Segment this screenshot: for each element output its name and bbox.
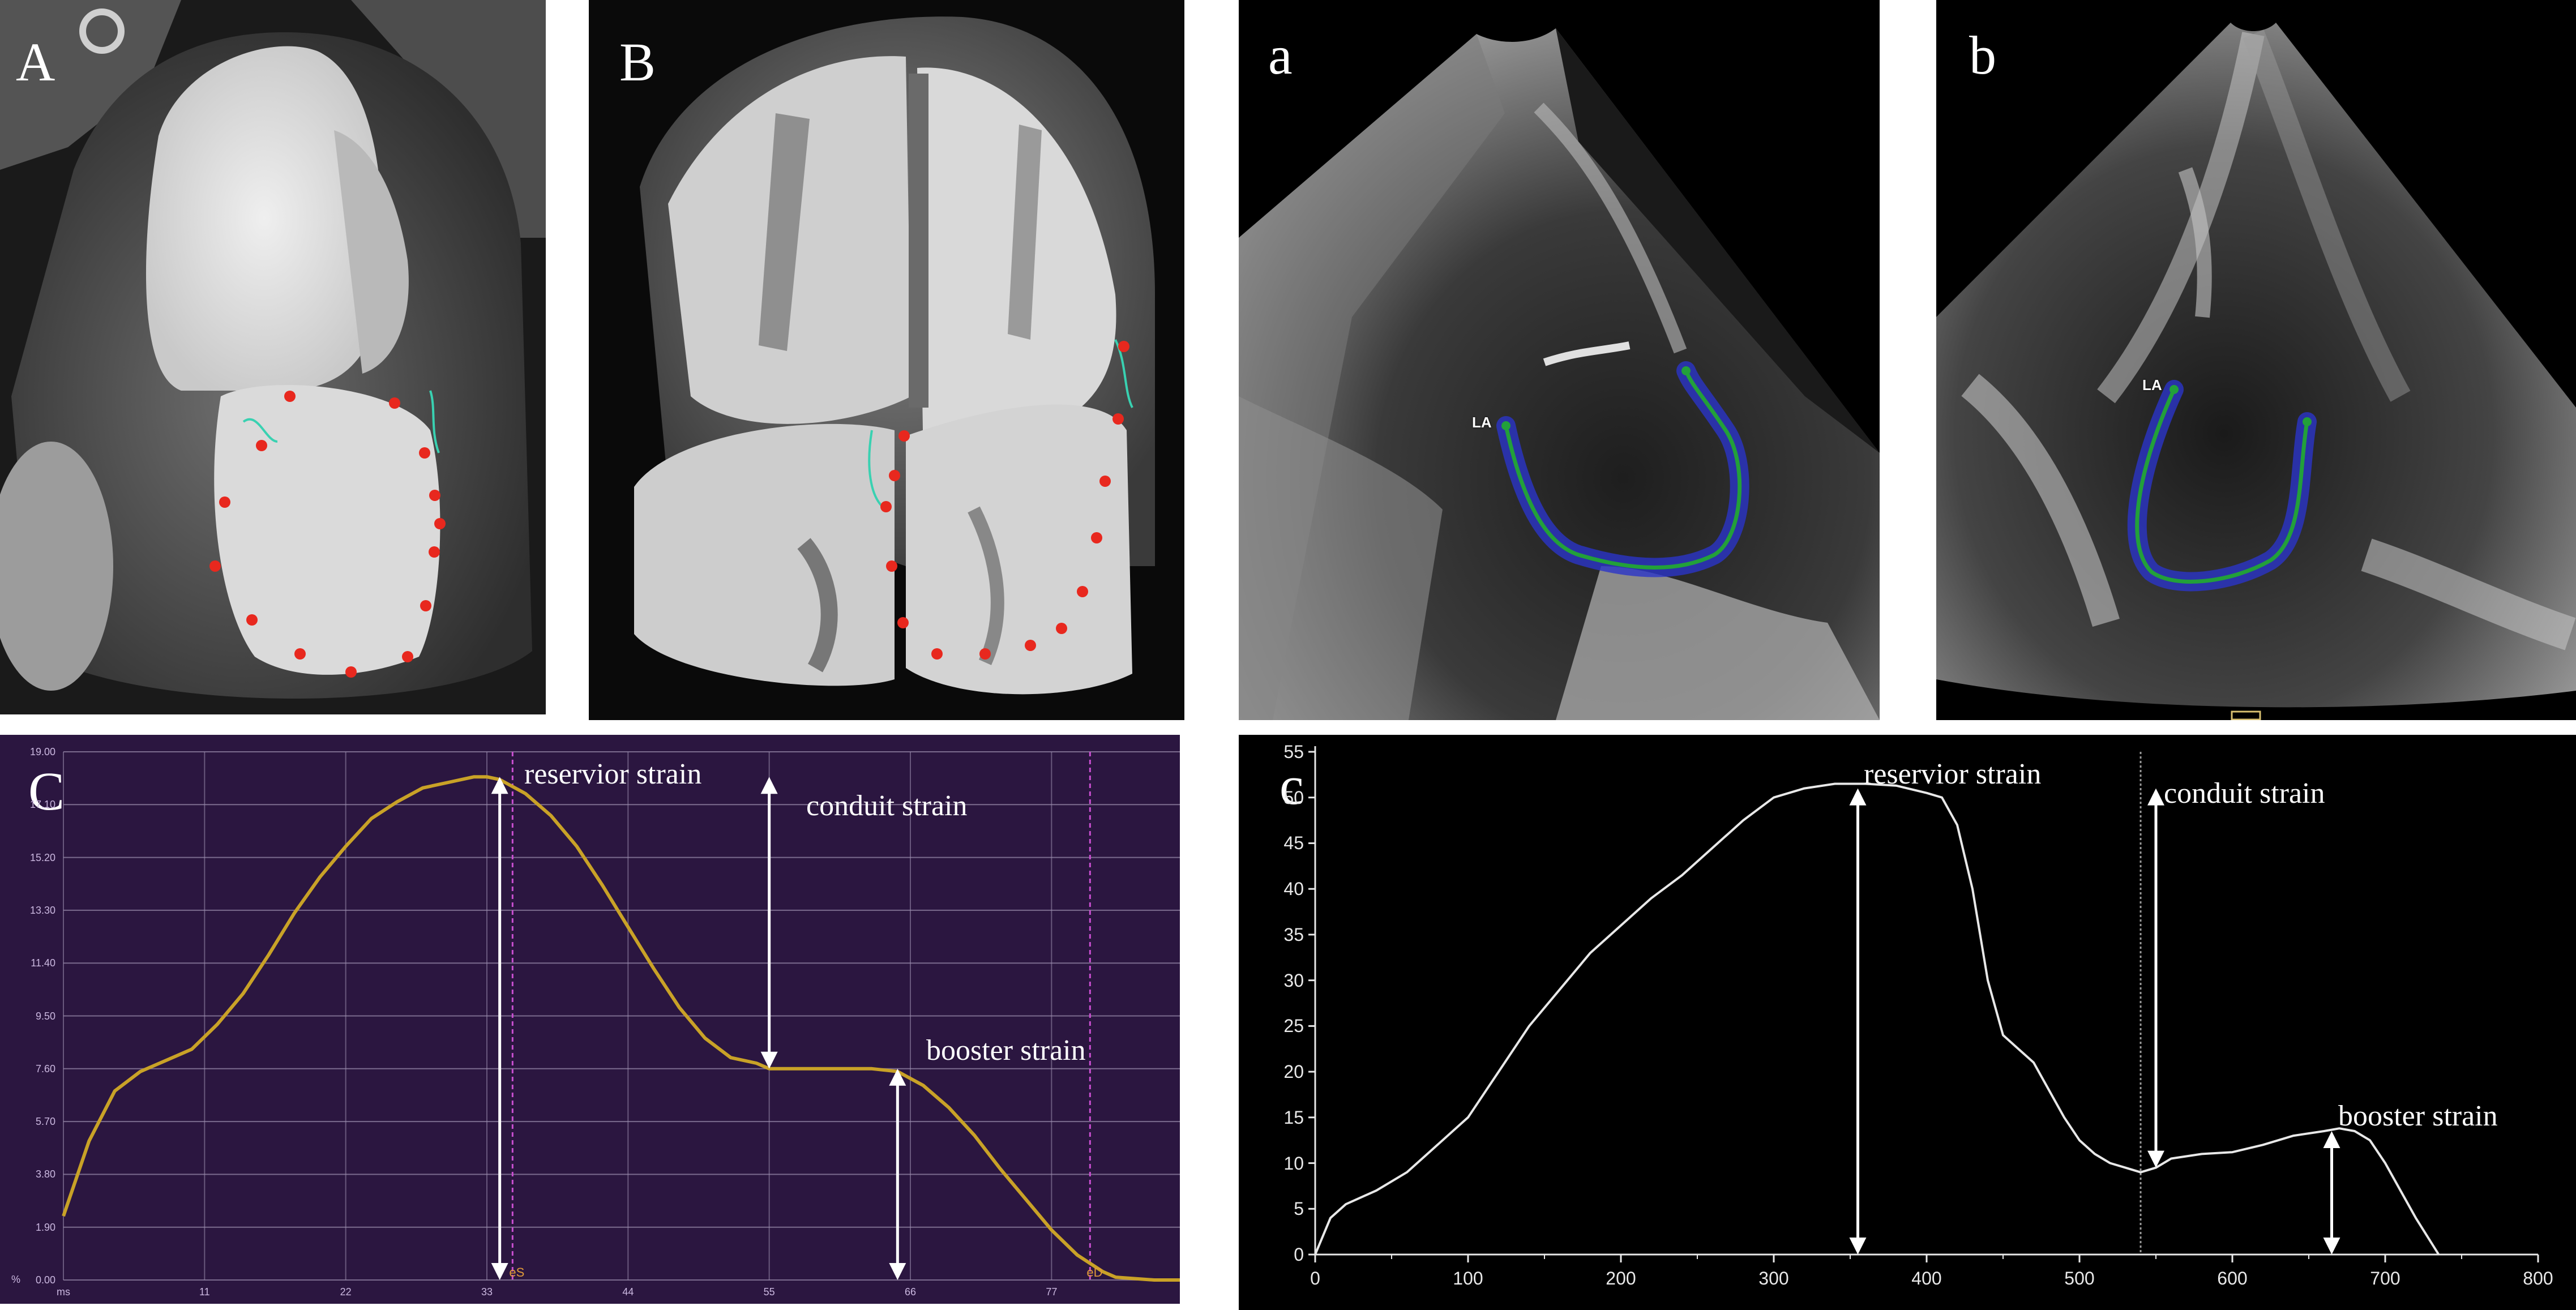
x-tick-label: 500 — [2064, 1268, 2095, 1288]
contrast-marker-group-b — [880, 341, 1129, 660]
y-tick-label: 30 — [1283, 970, 1304, 991]
la-label-b: LA — [2142, 376, 2162, 393]
ct-panel-b: B — [589, 0, 1184, 720]
annotation-booster-strain-echo: booster strain — [2338, 1100, 2498, 1132]
annotation-conduit-strain-echo: conduit strain — [2164, 777, 2325, 810]
y-tick-label: 5.70 — [35, 1116, 55, 1128]
y-tick-label: 20 — [1283, 1061, 1304, 1082]
strain-curve — [62, 775, 1180, 1282]
x-tick-label: 22 — [340, 1286, 352, 1298]
echo-panel-b: b LA — [1936, 0, 2576, 720]
x-tick-label: 700 — [2370, 1268, 2400, 1288]
echo-image-b — [1936, 0, 2576, 720]
strain-arrow — [1849, 788, 1867, 1255]
x-tick-label: 77 — [1046, 1286, 1058, 1298]
y-tick-label: 5 — [1294, 1198, 1304, 1219]
x-tick-label: 0 — [1310, 1268, 1320, 1288]
x-tick-label: 55 — [763, 1286, 775, 1298]
y-tick-label: 40 — [1283, 879, 1304, 900]
x-tick-label: 800 — [2523, 1268, 2553, 1288]
y-tick-label: 11.40 — [31, 957, 55, 969]
panel-letter-echo-a: a — [1268, 25, 1293, 85]
y-tick-label: 15.20 — [29, 851, 55, 863]
x-tick-label: 400 — [1911, 1268, 1942, 1288]
la-label-a: LA — [1472, 414, 1492, 431]
x-tick-label: 300 — [1758, 1268, 1789, 1288]
y-tick-label: 7.60 — [35, 1063, 55, 1074]
annotation-reservoir-strain-echo: reservior strain — [1864, 758, 2042, 790]
chart-panel-c-lower: c 0 5 10 15 20 25 30 35 40 45 50 55 0 100 200 300 400 500… — [1239, 735, 2576, 1310]
tracking-curve-b — [2135, 388, 2309, 584]
strain-arrow — [2147, 788, 2164, 1168]
strain-arrow — [889, 1068, 906, 1280]
x-tick-label: 100 — [1453, 1268, 1483, 1288]
annotation-conduit-strain: conduit strain — [806, 790, 968, 822]
event-marker-label: eS — [509, 1265, 525, 1279]
y-tick-label: 0.00 — [35, 1274, 55, 1286]
y-tick-label: 19.00 — [29, 746, 55, 757]
ct-image-a — [0, 0, 546, 714]
annotation-booster-strain: booster strain — [926, 1034, 1086, 1067]
tracking-curve-a — [1504, 370, 1742, 570]
strain-chart-c-lower — [1308, 746, 2539, 1262]
x-tick-label: 66 — [904, 1286, 917, 1298]
echo-image-a — [1239, 0, 1880, 720]
x-tick-label: 33 — [481, 1286, 493, 1298]
y-tick-label: 50 — [1283, 787, 1304, 808]
strain-arrow — [2323, 1131, 2340, 1255]
y-tick-label: 35 — [1283, 924, 1304, 945]
y-unit-label: % — [11, 1274, 21, 1285]
echo-panel-a: a LA — [1239, 0, 1880, 720]
y-tick-label: 3.80 — [35, 1168, 55, 1180]
chart-panel-c-upper: C 0.00 1.90 3.80 5.70 7.60 9.50 11.40 13.30 15.2… — [0, 735, 1180, 1304]
y-tick-label: 55 — [1283, 742, 1304, 762]
y-tick-label: 9.50 — [35, 1010, 55, 1022]
panel-letter-echo-b: b — [1969, 25, 1996, 85]
panel-letter-ct-b: B — [619, 32, 656, 92]
x-tick-label: 11 — [199, 1286, 210, 1298]
y-tick-label: 45 — [1283, 833, 1304, 854]
panel-letter-chart-c-upper: C — [28, 761, 65, 821]
y-tick-label: 25 — [1283, 1016, 1304, 1037]
strain-arrow — [491, 777, 508, 1280]
y-tick-label: 15 — [1283, 1107, 1304, 1128]
y-tick-label: 1.90 — [35, 1221, 55, 1233]
panel-letter-ct-a: A — [16, 32, 55, 92]
panel-letter-chart-c-lower: c — [1280, 755, 1304, 816]
strain-curve — [1314, 782, 2440, 1256]
x-tick-label: 200 — [1606, 1268, 1636, 1288]
x-tick-label: ms — [57, 1286, 70, 1298]
strain-chart-c-upper — [62, 751, 1180, 1282]
contrast-marker-group-a — [209, 391, 446, 678]
y-tick-label: 17.10 — [29, 799, 55, 811]
strain-arrow — [760, 777, 778, 1069]
ct-image-b — [589, 0, 1184, 720]
x-tick-label: 44 — [622, 1286, 634, 1298]
y-tick-label: 13.30 — [29, 904, 55, 916]
annotation-reservoir-strain: reservior strain — [524, 758, 702, 790]
ct-panel-a: A — [0, 0, 546, 714]
x-tick-label: 600 — [2217, 1268, 2248, 1288]
event-marker-label: eD — [1086, 1265, 1103, 1279]
y-tick-label: 10 — [1283, 1153, 1304, 1174]
y-tick-label: 0 — [1294, 1244, 1304, 1265]
